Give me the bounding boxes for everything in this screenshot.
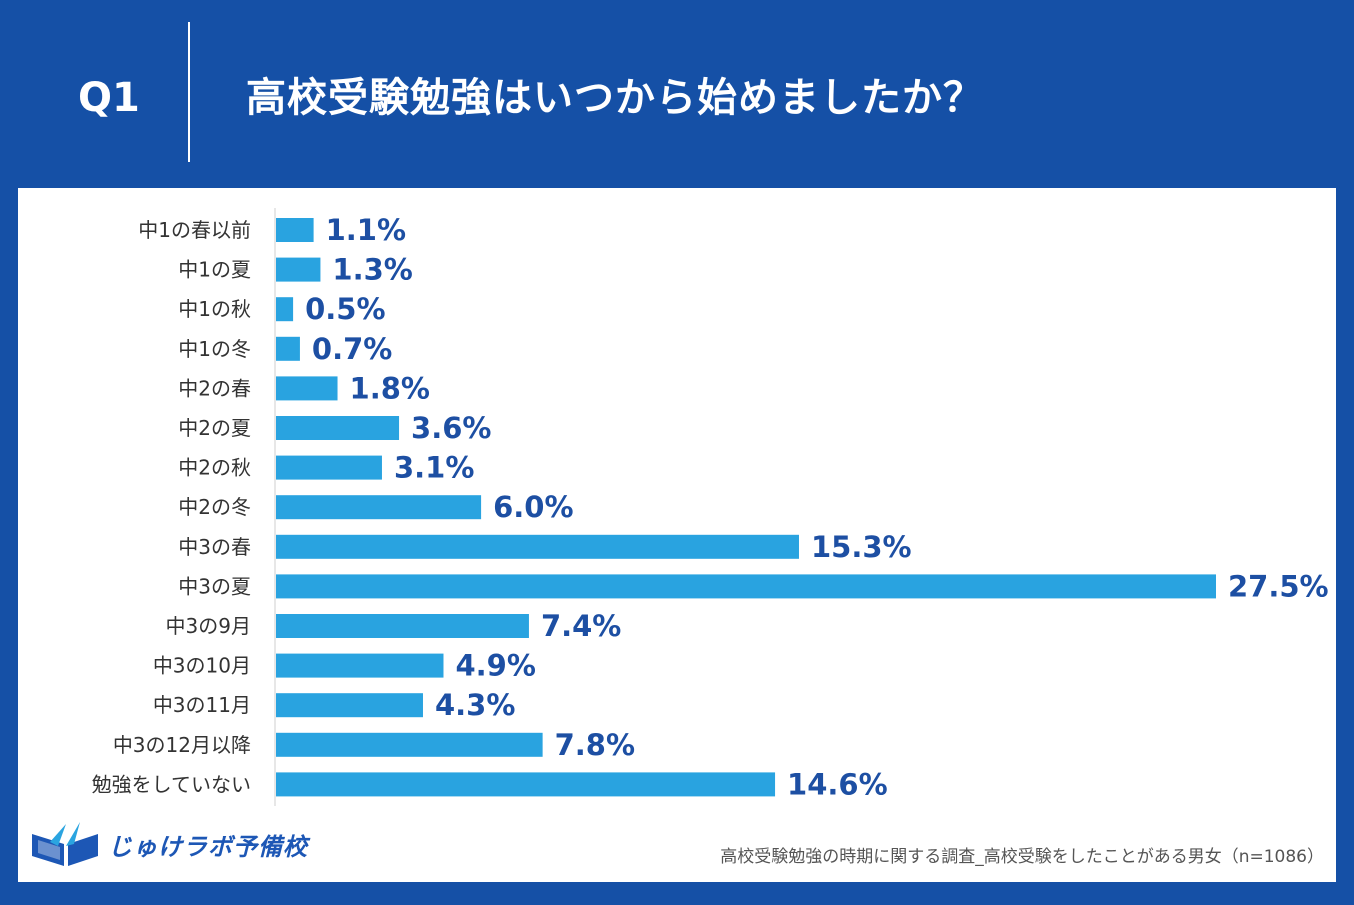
value-label: 7.8% xyxy=(555,728,635,762)
category-label: 中2の夏 xyxy=(178,416,251,440)
source-note: 高校受験勉強の時期に関する調査_高校受験をしたことがある男女（n=1086） xyxy=(720,847,1324,867)
header-divider xyxy=(188,22,190,162)
category-label: 中1の冬 xyxy=(178,337,251,361)
value-label: 27.5% xyxy=(1228,569,1329,603)
bar xyxy=(276,534,799,559)
page-title: 高校受験勉強はいつから始めましたか？ xyxy=(246,75,984,121)
category-label: 中2の春 xyxy=(178,376,251,400)
bar xyxy=(276,693,423,718)
value-label: 7.4% xyxy=(541,609,621,643)
value-label: 3.1% xyxy=(394,451,474,485)
value-label: 3.6% xyxy=(411,411,491,445)
bar xyxy=(276,376,338,401)
value-label: 1.3% xyxy=(332,253,412,287)
bar xyxy=(276,732,543,757)
bar xyxy=(276,336,300,361)
chart-panel: 中1の春以前 1.1% 中1の夏 1.3% 中1の秋 0.5% 中1の冬 0.7% 中2の春 1.… xyxy=(18,188,1336,882)
value-label: 1.8% xyxy=(350,371,430,405)
value-label: 0.7% xyxy=(312,332,392,366)
category-label: 中3の春 xyxy=(178,535,251,559)
book-logo-icon xyxy=(32,822,98,866)
category-label: 中3の11月 xyxy=(153,693,251,717)
category-label: 中1の夏 xyxy=(178,258,251,282)
brand-name: じゅけラボ予備校 xyxy=(108,832,308,861)
brand-logo: じゅけラボ予備校 xyxy=(28,818,308,870)
category-label: 中3の10月 xyxy=(153,654,251,678)
bar-chart: 中1の春以前 1.1% 中1の夏 1.3% 中1の秋 0.5% 中1の冬 0.7% 中2の春 1.… xyxy=(92,208,1329,806)
bar xyxy=(276,416,400,440)
bar xyxy=(276,257,321,282)
bar xyxy=(276,772,776,797)
bar xyxy=(276,218,314,242)
question-number: Q1 xyxy=(78,75,140,121)
category-label: 中1の秋 xyxy=(178,297,251,321)
bar xyxy=(276,495,482,520)
bar xyxy=(276,574,1216,599)
value-label: 14.6% xyxy=(787,767,888,801)
category-label: 中1の春以前 xyxy=(138,218,251,242)
category-label: 中3の12月以降 xyxy=(113,733,251,757)
category-label: 中3の9月 xyxy=(166,614,251,638)
bar xyxy=(276,653,444,678)
value-label: 4.3% xyxy=(435,688,515,722)
category-label: 勉強をしていない xyxy=(92,772,251,796)
category-label: 中2の秋 xyxy=(178,456,251,480)
bar xyxy=(276,455,382,480)
category-label: 中3の夏 xyxy=(178,574,251,598)
value-label: 15.3% xyxy=(811,530,912,564)
value-label: 0.5% xyxy=(305,292,385,326)
value-label: 6.0% xyxy=(493,490,573,524)
bar xyxy=(276,614,529,638)
category-label: 中2の冬 xyxy=(178,495,251,519)
bar xyxy=(276,297,294,322)
value-label: 4.9% xyxy=(455,649,535,683)
value-label: 1.1% xyxy=(326,213,406,247)
